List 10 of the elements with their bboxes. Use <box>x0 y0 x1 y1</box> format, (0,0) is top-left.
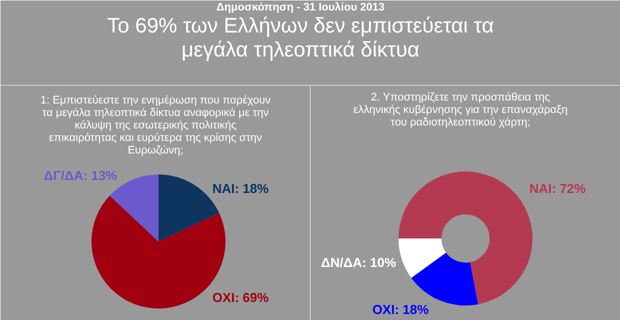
text: Το 69% των Ελλήνων δεν εμπιστεύεται τα μεγάλα τηλεοπτικά δίκτυα <box>107 14 494 62</box>
slice-label: ΟΧΙ: 69% <box>212 290 270 305</box>
slice-label: ΝΑΙ: 18% <box>212 181 270 196</box>
slice-label: ΔΝ/ΔΑ: 10% <box>320 255 396 270</box>
chart-title: 1: Εμπιστεύεστε την ενημέρωση που παρέχουν τα μεγάλα τηλεοπτικά δίκτυα αναφορικά με την κάλυψη της εσωτερικής πολιτικής επικαιρότητας και ευρύτερα της κρίσης στην Ευρωζώνη; <box>40 94 272 156</box>
slice-label: ΟΧΙ: 18% <box>372 302 430 317</box>
text: Δημοσκόπηση - 31 Ιουλίου 2013 <box>216 2 385 14</box>
slice-label: ΝΑΙ: 72% <box>529 181 586 196</box>
chart-title: 2. Υποστηρίζετε την προσπάθεια της ελληνικής κυβέρνησης για την επαναχάραξη του ραδιοτηλεοπτικού χάρτη; <box>353 92 568 128</box>
slice-label: ΔΓ/ΔΑ: 13% <box>44 168 118 183</box>
